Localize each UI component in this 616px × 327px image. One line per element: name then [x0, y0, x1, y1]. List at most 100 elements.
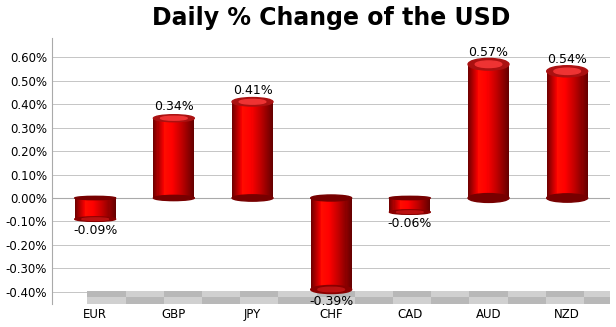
Bar: [395, 198, 397, 212]
Bar: [336, 198, 338, 289]
Bar: [77, 198, 78, 219]
Bar: [322, 198, 323, 289]
Ellipse shape: [389, 196, 431, 200]
Bar: [577, 71, 578, 198]
Bar: [257, 102, 259, 198]
Bar: [253, 102, 254, 198]
Bar: [558, 71, 559, 198]
Bar: [327, 198, 328, 289]
Bar: [504, 64, 505, 198]
Bar: [469, 298, 508, 303]
Bar: [469, 291, 508, 298]
Bar: [414, 198, 415, 212]
Bar: [100, 198, 102, 219]
Ellipse shape: [239, 99, 266, 104]
Bar: [329, 198, 330, 289]
Bar: [349, 198, 350, 289]
Bar: [479, 64, 480, 198]
Bar: [261, 102, 262, 198]
Bar: [399, 198, 400, 212]
Bar: [317, 198, 318, 289]
Text: -0.09%: -0.09%: [73, 224, 118, 237]
Bar: [96, 198, 97, 219]
Bar: [202, 291, 240, 298]
Bar: [270, 102, 271, 198]
Bar: [495, 64, 496, 198]
Bar: [110, 198, 111, 219]
Bar: [473, 64, 474, 198]
Bar: [99, 198, 100, 219]
Bar: [264, 102, 265, 198]
Bar: [548, 71, 549, 198]
Bar: [556, 71, 557, 198]
Bar: [234, 102, 235, 198]
Bar: [169, 118, 170, 198]
Bar: [416, 198, 417, 212]
Bar: [240, 298, 278, 303]
Bar: [402, 198, 403, 212]
Bar: [389, 198, 391, 212]
Bar: [272, 102, 273, 198]
Bar: [171, 118, 172, 198]
Bar: [269, 102, 270, 198]
Bar: [251, 102, 253, 198]
Bar: [508, 64, 509, 198]
Bar: [236, 102, 237, 198]
Bar: [184, 118, 185, 198]
Bar: [111, 198, 113, 219]
Bar: [108, 198, 110, 219]
Bar: [335, 198, 336, 289]
Bar: [429, 198, 431, 212]
Bar: [248, 102, 249, 198]
Bar: [181, 118, 182, 198]
Bar: [189, 118, 190, 198]
Bar: [316, 198, 317, 289]
Ellipse shape: [153, 195, 194, 201]
Bar: [333, 198, 334, 289]
Bar: [506, 64, 507, 198]
Bar: [153, 118, 155, 198]
Bar: [265, 102, 266, 198]
Bar: [78, 198, 79, 219]
Bar: [567, 71, 569, 198]
Ellipse shape: [554, 68, 580, 75]
Bar: [158, 118, 160, 198]
Bar: [318, 198, 319, 289]
Ellipse shape: [475, 61, 502, 68]
Bar: [566, 71, 567, 198]
Bar: [126, 291, 164, 298]
Bar: [407, 198, 408, 212]
Bar: [98, 198, 99, 219]
Bar: [180, 118, 181, 198]
Bar: [501, 64, 502, 198]
Bar: [88, 198, 89, 219]
Bar: [422, 198, 423, 212]
Ellipse shape: [82, 218, 108, 220]
Bar: [573, 71, 574, 198]
Bar: [471, 64, 472, 198]
Ellipse shape: [75, 196, 116, 200]
Bar: [552, 71, 553, 198]
Bar: [160, 118, 161, 198]
Bar: [344, 198, 346, 289]
Bar: [319, 198, 320, 289]
Bar: [351, 198, 352, 289]
Bar: [583, 71, 585, 198]
Bar: [115, 198, 116, 219]
Bar: [412, 198, 413, 212]
Ellipse shape: [468, 194, 509, 202]
Bar: [498, 64, 499, 198]
Bar: [397, 198, 398, 212]
Bar: [187, 118, 188, 198]
Bar: [338, 198, 339, 289]
Bar: [423, 198, 424, 212]
Text: -0.06%: -0.06%: [387, 217, 432, 230]
Bar: [508, 291, 546, 298]
Bar: [93, 198, 94, 219]
Bar: [570, 71, 572, 198]
Bar: [400, 198, 402, 212]
Bar: [584, 291, 616, 298]
Bar: [393, 298, 431, 303]
Bar: [259, 102, 260, 198]
Bar: [175, 118, 176, 198]
